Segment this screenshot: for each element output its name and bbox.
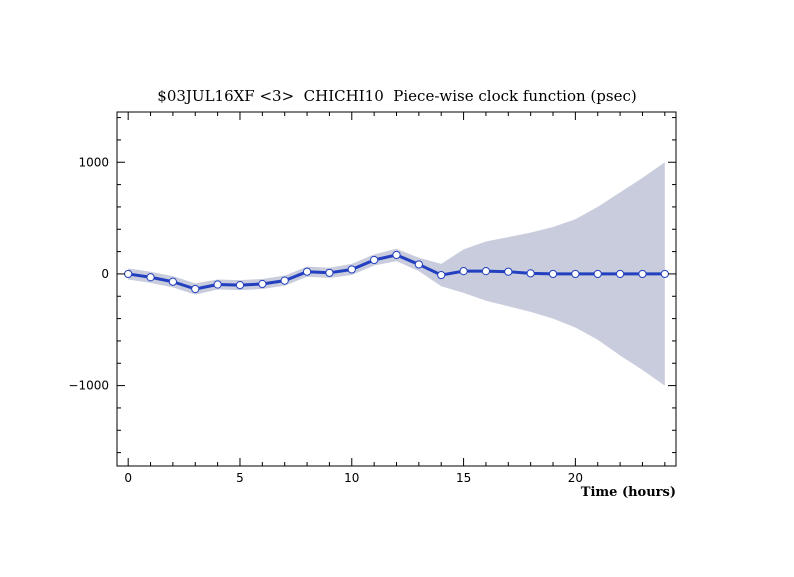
y-tick-label: 0 xyxy=(101,267,109,281)
data-point xyxy=(235,280,245,290)
data-point xyxy=(660,269,669,279)
data-point xyxy=(526,269,535,278)
y-tick-label-layer: 1000 0 −1000 xyxy=(68,155,109,392)
chart-title: $03JUL16XF <3> CHICHI10 Piece-wise clock… xyxy=(157,87,636,105)
x-tick-label: 15 xyxy=(456,471,471,485)
data-point xyxy=(280,276,289,285)
data-point xyxy=(504,267,513,276)
x-tick-label: 10 xyxy=(344,471,359,485)
data-point xyxy=(168,277,177,286)
data-point xyxy=(124,269,133,279)
x-axis-label: Time (hours) xyxy=(581,485,676,500)
data-point xyxy=(392,250,401,260)
data-point xyxy=(347,265,356,274)
y-tick-label: 1000 xyxy=(78,155,109,169)
data-point xyxy=(638,269,647,279)
data-point xyxy=(213,280,222,289)
x-tick-label: 0 xyxy=(124,471,132,485)
data-point xyxy=(191,284,200,294)
data-point xyxy=(146,273,155,282)
x-tick-label: 5 xyxy=(236,471,244,485)
tick-mark-layer xyxy=(117,112,676,466)
data-point xyxy=(593,269,602,279)
data-point xyxy=(437,270,446,280)
y-tick-label: −1000 xyxy=(68,379,109,393)
data-point xyxy=(459,267,468,276)
data-point xyxy=(481,267,491,276)
data-point xyxy=(414,260,423,269)
data-point xyxy=(325,268,334,277)
x-tick-label: 20 xyxy=(568,471,583,485)
data-point-layer xyxy=(124,250,669,294)
data-point xyxy=(616,269,625,279)
data-point xyxy=(571,269,580,279)
data-point xyxy=(370,255,379,265)
x-tick-label-layer: 0 5 10 15 20 xyxy=(124,471,583,485)
data-point xyxy=(258,279,267,289)
data-point xyxy=(302,267,312,276)
data-point xyxy=(548,269,558,279)
